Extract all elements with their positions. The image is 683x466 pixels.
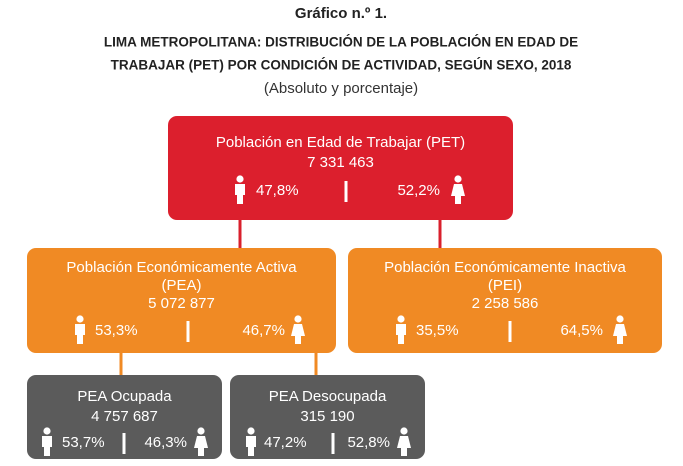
female-share: 52,8% <box>347 434 390 451</box>
subtitle: TRABAJAR (PET) POR CONDICIÓN DE ACTIVIDA… <box>111 58 572 73</box>
icon-body <box>42 436 52 456</box>
icon-head <box>397 315 405 323</box>
female-icon <box>613 315 627 344</box>
icon-head <box>294 315 302 323</box>
node-label: PEA Desocupada <box>269 388 387 405</box>
node-value: 4 757 687 <box>91 408 158 425</box>
icon-body <box>397 436 411 456</box>
node-box <box>27 375 222 459</box>
male-icon <box>246 427 256 456</box>
female-icon <box>397 427 411 456</box>
female-share: 52,2% <box>397 182 440 199</box>
icon-body <box>396 324 406 344</box>
node-box <box>230 375 425 459</box>
female-icon <box>194 427 208 456</box>
node-label: Población Económicamente Activa <box>66 259 297 276</box>
title: Gráfico n.º 1. <box>295 5 387 22</box>
male-icon <box>235 175 245 204</box>
node-value: 5 072 877 <box>148 295 215 312</box>
note: (Absoluto y porcentaje) <box>264 80 418 97</box>
node-label: Población en Edad de Trabajar (PET) <box>216 134 465 151</box>
male-share: 47,8% <box>256 182 299 199</box>
female-share: 46,3% <box>144 434 187 451</box>
male-share: 53,3% <box>95 322 138 339</box>
node-value: 7 331 463 <box>307 154 374 171</box>
male-icon <box>42 427 52 456</box>
icon-body <box>75 324 85 344</box>
icon-head <box>76 315 84 323</box>
female-icon <box>451 175 465 204</box>
icon-head <box>454 175 462 183</box>
icon-body <box>613 324 627 344</box>
node-box <box>27 248 336 353</box>
node-label: PEA Ocupada <box>77 388 172 405</box>
icon-head <box>236 175 244 183</box>
icon-head <box>616 315 624 323</box>
icon-head <box>247 427 255 435</box>
node-label: (PEI) <box>488 277 522 294</box>
male-icon <box>396 315 406 344</box>
female-share: 46,7% <box>242 322 285 339</box>
node-box <box>348 248 662 353</box>
icon-head <box>400 427 408 435</box>
female-icon <box>291 315 305 344</box>
node-value: 315 190 <box>300 408 354 425</box>
icon-body <box>451 184 465 204</box>
icon-body <box>246 436 256 456</box>
node-label: (PEA) <box>161 277 201 294</box>
female-share: 64,5% <box>560 322 603 339</box>
icon-head <box>197 427 205 435</box>
icon-head <box>43 427 51 435</box>
icon-body <box>291 324 305 344</box>
male-share: 47,2% <box>264 434 307 451</box>
male-icon <box>75 315 85 344</box>
node-box <box>168 116 513 220</box>
icon-body <box>235 184 245 204</box>
male-share: 53,7% <box>62 434 105 451</box>
node-value: 2 258 586 <box>472 295 539 312</box>
male-share: 35,5% <box>416 322 459 339</box>
subtitle: LIMA METROPOLITANA: DISTRIBUCIÓN DE LA P… <box>104 35 578 50</box>
icon-body <box>194 436 208 456</box>
node-label: Población Económicamente Inactiva <box>384 259 626 276</box>
